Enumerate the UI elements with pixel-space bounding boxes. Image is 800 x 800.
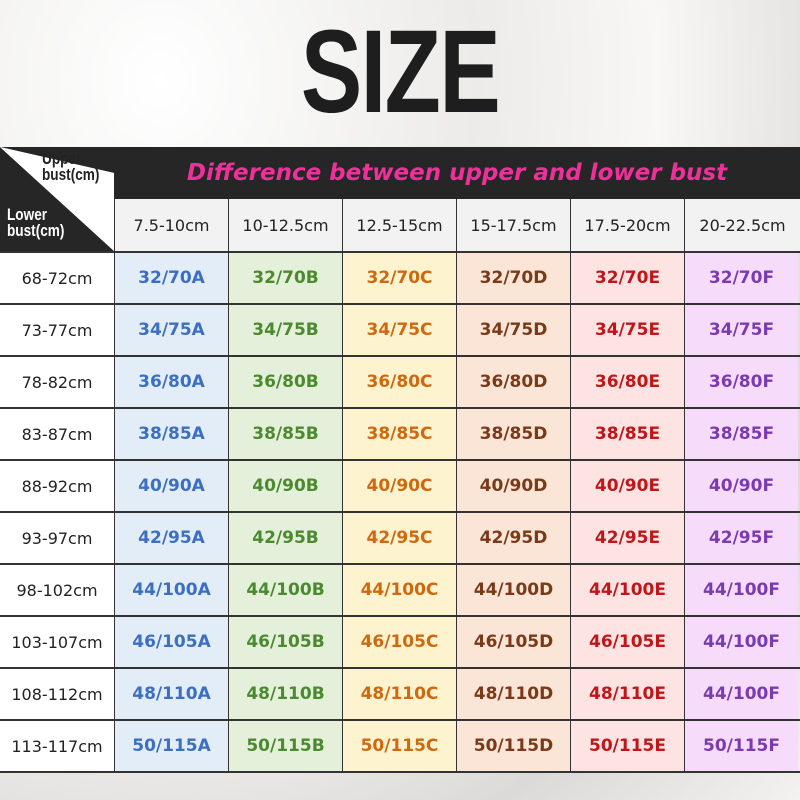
table-row: 68-72cm 32/70A 32/70B 32/70C 32/70D 32/70E 32/… — [0, 251, 800, 303]
size-cell: 48/110D — [456, 669, 570, 719]
size-cell: 42/95D — [456, 513, 570, 563]
size-cell: 50/115F — [684, 721, 798, 771]
upper-bust-label-line1: Upper — [42, 149, 82, 168]
size-cell: 50/115B — [228, 721, 342, 771]
page-title: SIZE — [300, 6, 501, 138]
size-cell: 46/105A — [114, 617, 228, 667]
lower-bust-label-line2: bust(cm) — [7, 221, 65, 240]
size-cell: 44/100F — [684, 669, 798, 719]
size-cell: 34/75D — [456, 305, 570, 355]
size-cell: 34/75A — [114, 305, 228, 355]
column-header: 15-17.5cm — [456, 199, 570, 251]
size-cell: 46/105B — [228, 617, 342, 667]
size-cell: 32/70B — [228, 253, 342, 303]
row-label: 73-77cm — [0, 305, 114, 355]
size-cell: 36/80D — [456, 357, 570, 407]
lower-bust-label: Lower bust(cm) — [7, 205, 65, 240]
size-cell: 34/75F — [684, 305, 798, 355]
lower-bust-label-line1: Lower — [7, 205, 48, 224]
size-cell: 32/70E — [570, 253, 684, 303]
size-cell: 40/90C — [342, 461, 456, 511]
size-cell: 34/75E — [570, 305, 684, 355]
table-row: 78-82cm 36/80A 36/80B 36/80C 36/80D 36/80E 36/… — [0, 355, 800, 407]
upper-bust-label: Upper bust(cm) — [42, 149, 100, 184]
column-header: 17.5-20cm — [570, 199, 684, 251]
row-label: 103-107cm — [0, 617, 114, 667]
size-cell: 36/80F — [684, 357, 798, 407]
size-cell: 32/70F — [684, 253, 798, 303]
difference-banner: Difference between upper and lower bust — [114, 147, 800, 199]
size-cell: 38/85D — [456, 409, 570, 459]
upper-bust-label-line2: bust(cm) — [42, 165, 100, 184]
size-cell: 40/90B — [228, 461, 342, 511]
size-cell: 32/70A — [114, 253, 228, 303]
size-cell: 38/85C — [342, 409, 456, 459]
size-cell: 44/100F — [684, 617, 798, 667]
size-cell: 42/95F — [684, 513, 798, 563]
size-cell: 42/95C — [342, 513, 456, 563]
size-cell: 46/105E — [570, 617, 684, 667]
column-header: 7.5-10cm — [114, 199, 228, 251]
column-header: 10-12.5cm — [228, 199, 342, 251]
table-row: 108-112cm 48/110A 48/110B 48/110C 48/110D 48/… — [0, 667, 800, 719]
size-cell: 40/90A — [114, 461, 228, 511]
size-cell: 42/95B — [228, 513, 342, 563]
row-label: 98-102cm — [0, 565, 114, 615]
column-header: 12.5-15cm — [342, 199, 456, 251]
size-cell: 46/105C — [342, 617, 456, 667]
row-label: 68-72cm — [0, 253, 114, 303]
size-cell: 40/90F — [684, 461, 798, 511]
size-cell: 38/85B — [228, 409, 342, 459]
row-label: 113-117cm — [0, 721, 114, 771]
size-cell: 42/95A — [114, 513, 228, 563]
size-cell: 36/80A — [114, 357, 228, 407]
size-cell: 48/110C — [342, 669, 456, 719]
table-row: 113-117cm 50/115A 50/115B 50/115C 50/115D 50/… — [0, 719, 800, 773]
row-label: 83-87cm — [0, 409, 114, 459]
size-cell: 48/110A — [114, 669, 228, 719]
size-cell: 44/100A — [114, 565, 228, 615]
row-label: 78-82cm — [0, 357, 114, 407]
size-cell: 46/105D — [456, 617, 570, 667]
size-cell: 34/75C — [342, 305, 456, 355]
size-cell: 38/85A — [114, 409, 228, 459]
size-cell: 48/110B — [228, 669, 342, 719]
size-cell: 44/100D — [456, 565, 570, 615]
table-row: 88-92cm 40/90A 40/90B 40/90C 40/90D 40/90E 40/… — [0, 459, 800, 511]
table-row: 93-97cm 42/95A 42/95B 42/95C 42/95D 42/95E 42/… — [0, 511, 800, 563]
table-row: 73-77cm 34/75A 34/75B 34/75C 34/75D 34/75E 34/… — [0, 303, 800, 355]
table-row: 83-87cm 38/85A 38/85B 38/85C 38/85D 38/85E 38/… — [0, 407, 800, 459]
size-cell: 50/115A — [114, 721, 228, 771]
size-cell: 44/100E — [570, 565, 684, 615]
column-header: 20-22.5cm — [684, 199, 800, 251]
size-cell: 50/115C — [342, 721, 456, 771]
size-cell: 40/90E — [570, 461, 684, 511]
size-cell: 38/85E — [570, 409, 684, 459]
row-label: 108-112cm — [0, 669, 114, 719]
size-cell: 44/100C — [342, 565, 456, 615]
size-cell: 38/85F — [684, 409, 798, 459]
table-corner-header: Upper bust(cm) Lower bust(cm) — [0, 147, 114, 251]
size-cell: 34/75B — [228, 305, 342, 355]
size-cell: 32/70C — [342, 253, 456, 303]
row-label: 93-97cm — [0, 513, 114, 563]
diagonal-divider — [0, 147, 114, 251]
size-cell: 50/115E — [570, 721, 684, 771]
size-cell: 44/100B — [228, 565, 342, 615]
size-cell: 48/110E — [570, 669, 684, 719]
row-label: 88-92cm — [0, 461, 114, 511]
size-cell: 36/80E — [570, 357, 684, 407]
size-cell: 36/80B — [228, 357, 342, 407]
table-row: 103-107cm 46/105A 46/105B 46/105C 46/105D 46/… — [0, 615, 800, 667]
table-row: 98-102cm 44/100A 44/100B 44/100C 44/100D 44/1… — [0, 563, 800, 615]
size-cell: 50/115D — [456, 721, 570, 771]
size-cell: 42/95E — [570, 513, 684, 563]
size-cell: 44/100F — [684, 565, 798, 615]
size-cell: 32/70D — [456, 253, 570, 303]
size-cell: 40/90D — [456, 461, 570, 511]
size-cell: 36/80C — [342, 357, 456, 407]
